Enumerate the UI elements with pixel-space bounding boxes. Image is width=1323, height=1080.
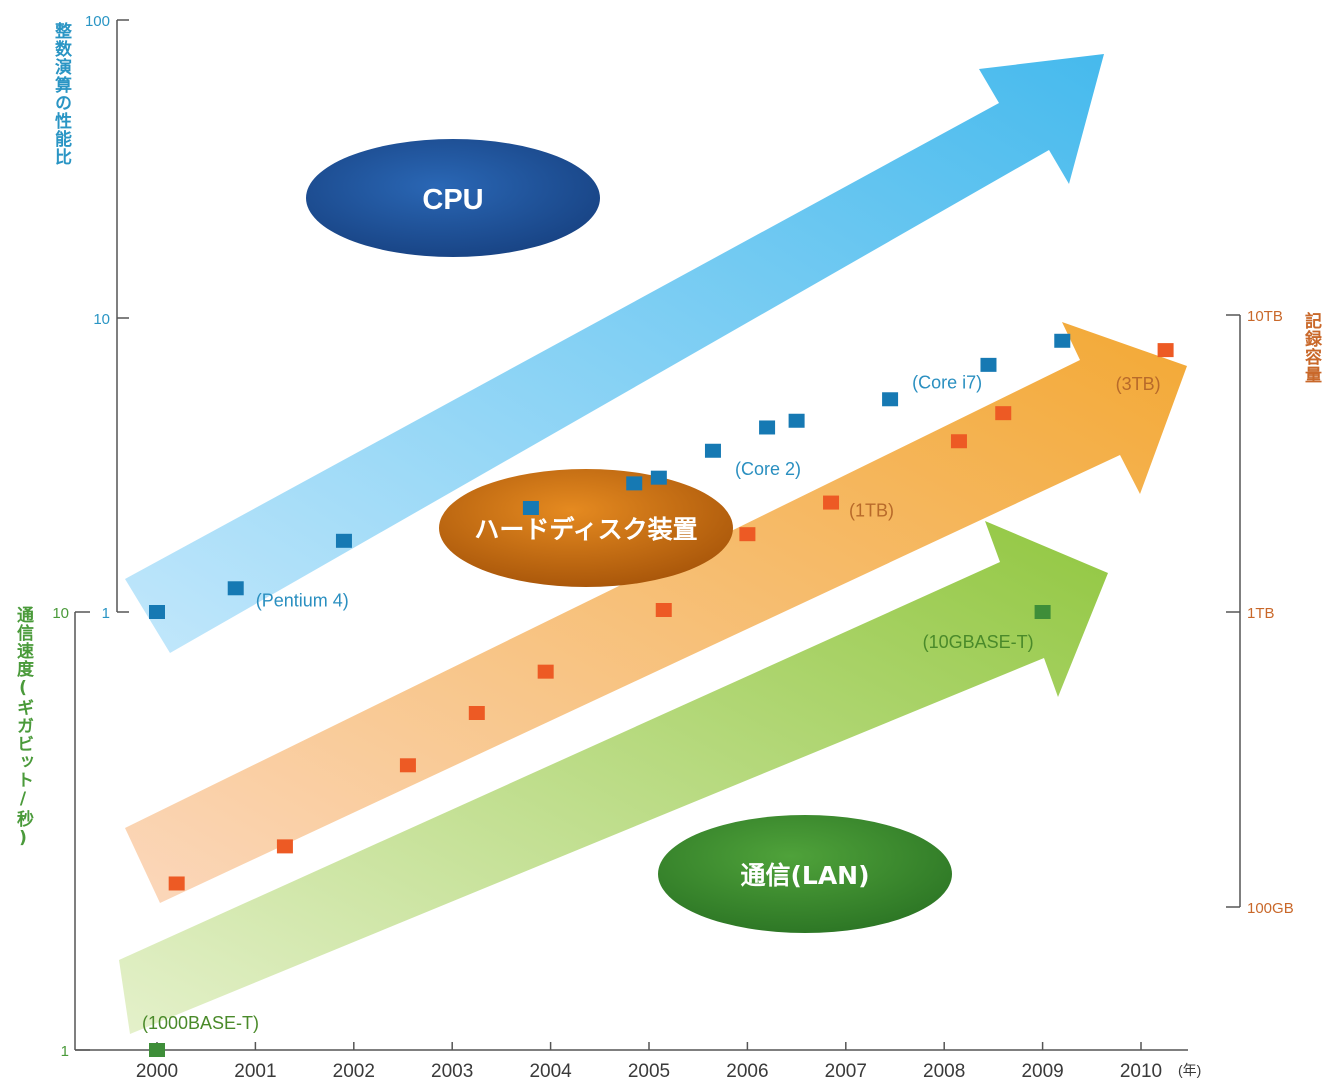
cpu-annotation: (Core i7) [912,372,982,392]
lan-data-point [1034,605,1051,619]
hdd-data-point [537,664,554,679]
cpu-trend-arrow [125,54,1104,653]
x-axis-unit: (年) [1178,1062,1201,1078]
x-tick-label: 2005 [628,1061,670,1080]
axes: 1 10 100 1 10 10TB 1TB 100GB 2000 2001 2002 2003 200… [52,13,1293,1080]
lan-category-badge: 通信(LAN) [658,815,952,933]
cpu-tick-label: 10 [93,311,110,328]
cpu-data-point [882,392,899,407]
cpu-data-point [522,500,539,515]
x-tick-label: 2004 [529,1061,572,1080]
x-tick-label: 2008 [923,1061,965,1080]
hdd-annotation: (3TB) [1116,374,1161,394]
hdd-data-point [995,406,1012,421]
cpu-data-point [980,357,997,372]
data-marks: (Pentium 4) (Core 2) (Core i7) (1TB) (3TB) (1… [142,333,1174,1057]
lan-data-point [149,1043,165,1057]
hdd-tick-label: 10TB [1247,308,1283,325]
hdd-data-point [1157,343,1174,358]
cpu-data-point [1054,333,1071,348]
lan-annotation: (1000BASE-T) [142,1013,259,1033]
lan-axis-title: 通信速度(ギガビット/秒) [13,606,33,849]
x-tick-label: 2000 [136,1061,178,1080]
cpu-data-point [650,470,667,485]
x-tick-label: 2010 [1120,1061,1162,1080]
hdd-data-point [276,839,293,854]
x-tick-label: 2001 [234,1061,276,1080]
hdd-data-point [655,603,672,617]
hdd-data-point [468,705,485,720]
hdd-tick-label: 100GB [1247,900,1294,917]
cpu-data-point [335,533,352,548]
hdd-annotation: (1TB) [849,501,894,521]
cpu-annotation: (Core 2) [735,459,801,479]
hdd-data-point [168,876,185,891]
lan-tick-label: 10 [52,605,69,622]
lan-series-label: 通信(LAN) [740,861,869,890]
cpu-category-badge: CPU [306,139,600,257]
hdd-axis-title: 記録容量 [1301,312,1321,384]
x-tick-label: 2002 [333,1061,375,1080]
cpu-data-point [626,476,643,491]
x-tick-label: 2006 [726,1061,768,1080]
cpu-data-point [149,605,165,619]
cpu-data-point [788,413,805,428]
lan-annotation: (10GBASE-T) [923,632,1034,652]
hdd-category-badge: ハードディスク装置 [439,469,733,587]
hdd-data-point [739,527,756,542]
cpu-series-label: CPU [422,184,483,216]
cpu-data-point [759,420,776,435]
lan-trend-arrow [119,521,1108,1034]
cpu-annotation: (Pentium 4) [256,590,349,610]
hdd-data-point [950,434,967,449]
cpu-tick-label: 100 [85,13,110,30]
hdd-series-label: ハードディスク装置 [474,515,697,544]
x-tick-label: 2009 [1021,1061,1063,1080]
x-tick-label: 2007 [825,1061,867,1080]
hdd-tick-label: 1TB [1247,605,1275,622]
cpu-axis-title: 整数演算の性能比 [51,22,71,166]
cpu-data-point [227,581,244,596]
lan-tick-label: 1 [61,1043,69,1060]
hdd-data-point [399,758,416,773]
x-tick-label: 2003 [431,1061,473,1080]
cpu-data-point [704,443,721,458]
cpu-tick-label: 1 [102,605,110,622]
hdd-data-point [823,495,840,510]
